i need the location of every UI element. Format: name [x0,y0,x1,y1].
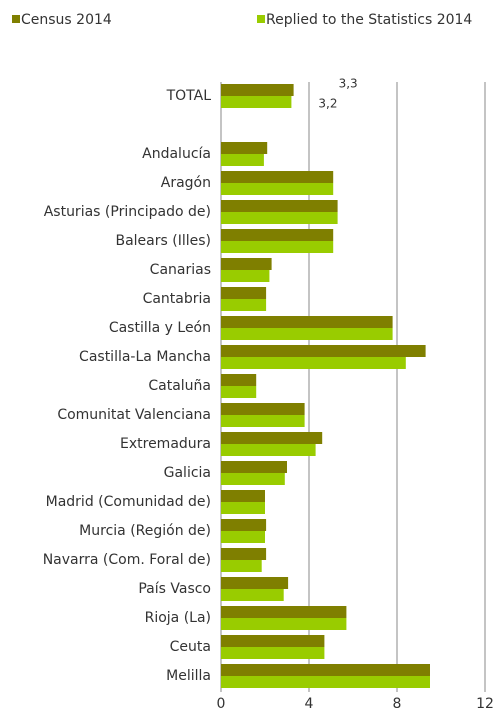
bar [221,502,265,514]
bar [221,461,287,473]
y-tick-label: País Vasco [138,581,211,597]
bar [221,444,316,456]
bar [221,618,347,630]
bar [221,606,347,618]
bar [221,473,285,485]
y-tick-label: Galicia [164,465,211,481]
bar [221,589,284,601]
y-tick-label: Castilla-La Mancha [79,349,211,365]
y-tick-label: Murcia (Región de) [79,523,211,539]
bar [221,357,406,369]
x-tick-label: 4 [305,696,314,712]
bar [221,635,325,647]
y-tick-label: TOTAL [166,88,212,104]
bar [221,676,430,688]
legend-swatch [12,15,20,23]
x-tick-label: 12 [476,696,493,712]
bar [221,241,334,253]
y-tick-label: Aragón [161,175,211,191]
bar [221,577,289,589]
y-tick-label: Cantabria [143,291,211,307]
y-tick-label: Melilla [166,668,211,684]
bar [221,519,267,531]
y-tick-label: Ceuta [170,639,211,655]
y-tick-label: Rioja (La) [145,610,211,626]
bar [221,664,430,676]
bar [221,212,338,224]
bar [221,345,426,357]
y-tick-label: Extremadura [120,436,211,452]
legend-label: Replied to the Statistics 2014 [266,12,472,28]
bar [221,96,292,108]
bar [221,258,272,270]
bar [221,200,338,212]
data-label: 3,3 [339,77,358,91]
bar [221,548,267,560]
bar [221,316,393,328]
y-tick-label: Navarra (Com. Foral de) [43,552,211,568]
bar [221,270,270,282]
bar [221,403,305,415]
legend-swatch [257,15,265,23]
bar [221,560,262,572]
x-tick-label: 8 [393,696,402,712]
y-tick-label: Canarias [150,262,211,278]
bar [221,299,267,311]
legend-label: Census 2014 [21,12,112,28]
bar [221,229,334,241]
y-tick-label: Asturias (Principado de) [44,204,211,220]
x-tick-label: 0 [217,696,226,712]
bar [221,415,305,427]
bar [221,142,268,154]
bar [221,328,393,340]
bar [221,490,265,502]
bar [221,171,334,183]
bar [221,183,334,195]
y-tick-label: Comunitat Valenciana [57,407,211,423]
bar [221,374,257,386]
bar [221,531,265,543]
bar [221,432,323,444]
y-tick-label: Cataluña [148,378,211,394]
y-tick-label: Castilla y León [109,320,211,336]
data-label: 3,2 [318,97,337,111]
y-tick-label: Andalucía [142,146,211,162]
bar [221,647,325,659]
bar [221,154,264,166]
bar [221,84,294,96]
bar [221,386,257,398]
y-tick-label: Balears (Illes) [115,233,211,249]
bar [221,287,267,299]
y-tick-label: Madrid (Comunidad de) [46,494,211,510]
